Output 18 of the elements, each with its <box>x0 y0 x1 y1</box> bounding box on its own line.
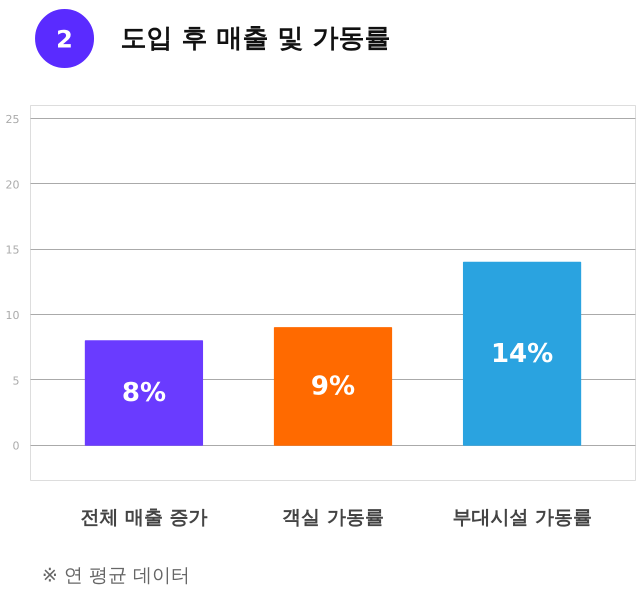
x-tick-label: 전체 매출 증가 <box>80 506 208 528</box>
data-label: 14% <box>490 338 554 369</box>
y-tick-label: 0 <box>12 440 20 453</box>
text: ※ 연 평균 데이터 <box>42 564 190 586</box>
bar <box>84 340 204 446</box>
x-tick-label: 부대시설 가동률 <box>452 506 592 528</box>
data-label: 8% <box>122 378 166 408</box>
y-tick-label: 10 <box>6 309 20 322</box>
chart-title: 도입 후 매출 및 가동률 <box>120 24 391 54</box>
bar <box>274 327 392 446</box>
y-tick-label: 15 <box>6 244 20 257</box>
bar <box>462 262 582 446</box>
y-tick-label: 25 <box>6 113 20 126</box>
text: 2 <box>56 26 73 54</box>
x-tick-label: 객실 가동률 <box>282 506 384 528</box>
y-tick-label: 5 <box>12 374 20 388</box>
y-tick-label: 20 <box>6 178 20 192</box>
data-label: 9% <box>310 371 356 402</box>
